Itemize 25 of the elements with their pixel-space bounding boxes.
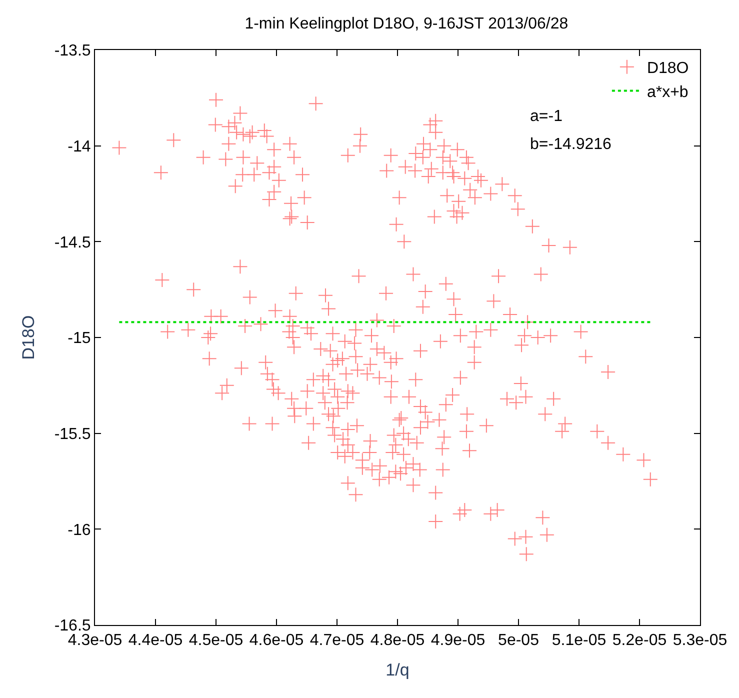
y-tick-label: -14 (68, 138, 91, 156)
x-tick-label: 4.6e-05 (249, 632, 304, 650)
y-tick-label: -15 (68, 330, 91, 348)
chart-title: 1-min Keelingplot D18O, 9-16JST 2013/06/28 (244, 16, 568, 33)
y-axis-title: D18O (18, 315, 38, 360)
x-tick-label: 4.3e-05 (68, 632, 122, 650)
y-tick-label: -16.5 (54, 618, 91, 635)
annotation: a=-1 (530, 108, 563, 125)
y-tick-label: -14.5 (54, 234, 91, 252)
x-tick-label: 4.4e-05 (128, 632, 183, 650)
y-tick-label: -16 (68, 522, 91, 539)
x-tick-label: 4.5e-05 (188, 632, 244, 650)
x-axis-title: 1/q (386, 660, 410, 680)
legend-label: D18O (646, 60, 689, 78)
x-tick-label: 4.8e-05 (370, 632, 425, 650)
x-tick-label: 4.7e-05 (310, 632, 364, 650)
x-tick-label: 5e-05 (498, 632, 540, 650)
legend-label: a*x+b (646, 84, 688, 101)
x-tick-label: 5.3e-05 (672, 632, 728, 650)
x-tick-label: 5.1e-05 (552, 632, 606, 650)
annotation: b=-14.9216 (530, 136, 612, 153)
y-tick-label: -15.5 (54, 426, 91, 443)
y-tick-label: -13.5 (54, 42, 91, 60)
x-tick-label: 4.9e-05 (430, 632, 486, 650)
x-tick-label: 5.2e-05 (612, 632, 667, 650)
